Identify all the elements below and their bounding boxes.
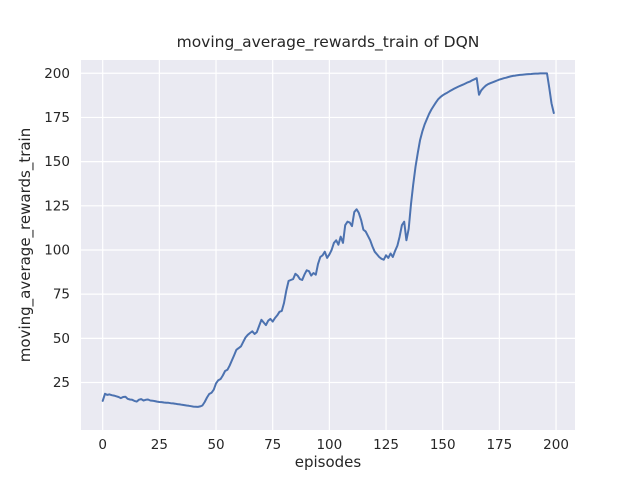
y-tick-label: 50 bbox=[53, 331, 70, 347]
plot-area bbox=[81, 60, 575, 430]
y-tick-label: 75 bbox=[53, 287, 70, 303]
data-line-series bbox=[101, 72, 555, 408]
y-tick-label: 200 bbox=[44, 66, 70, 82]
gridlines bbox=[81, 60, 575, 430]
y-axis-label: moving_average_rewards_train bbox=[16, 128, 35, 362]
x-tick-label: 75 bbox=[264, 437, 281, 453]
x-tick-labels: 0 25 50 75 100 125 150 175 200 bbox=[98, 437, 569, 453]
y-tick-label: 100 bbox=[44, 242, 70, 258]
x-tick-label: 125 bbox=[373, 437, 399, 453]
y-tick-label: 150 bbox=[44, 154, 70, 170]
x-tick-label: 0 bbox=[98, 437, 107, 453]
x-tick-label: 100 bbox=[316, 437, 342, 453]
x-tick-label: 150 bbox=[430, 437, 456, 453]
x-tick-label: 25 bbox=[151, 437, 168, 453]
y-tick-label: 175 bbox=[44, 110, 70, 126]
y-tick-labels: 25 50 75 100 125 150 175 200 bbox=[44, 66, 70, 391]
x-axis-label: episodes bbox=[295, 453, 362, 471]
x-tick-label: 200 bbox=[543, 437, 569, 453]
y-tick-label: 25 bbox=[53, 375, 70, 391]
x-tick-label: 50 bbox=[207, 437, 224, 453]
chart-title: moving_average_rewards_train of DQN bbox=[177, 33, 480, 52]
x-tick-label: 175 bbox=[486, 437, 512, 453]
y-tick-label: 125 bbox=[44, 198, 70, 214]
